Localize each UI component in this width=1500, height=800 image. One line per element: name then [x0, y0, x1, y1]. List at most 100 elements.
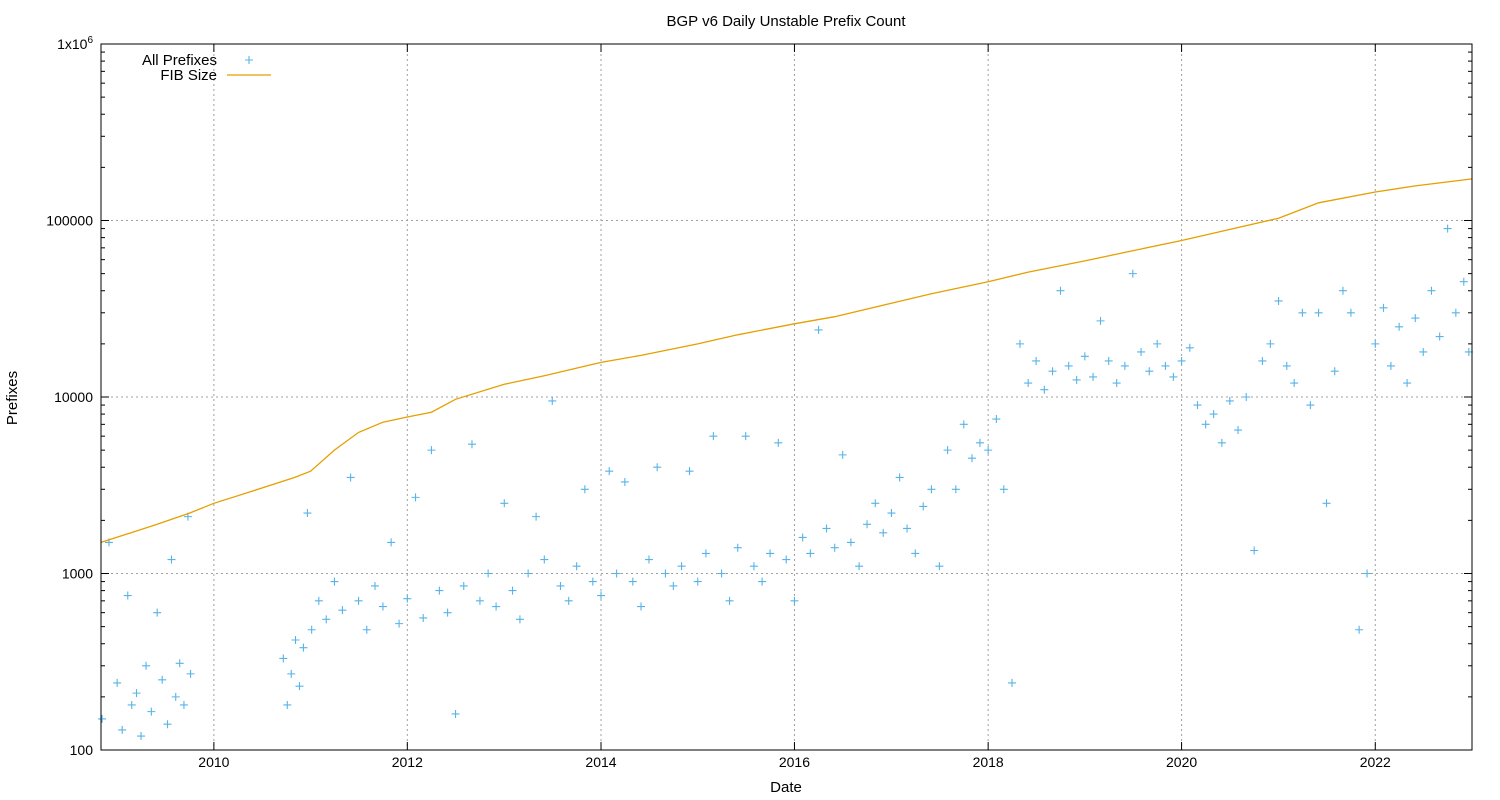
data-point	[1064, 361, 1073, 370]
data-point	[1056, 286, 1065, 295]
data-point	[163, 720, 172, 729]
data-point	[548, 396, 557, 405]
x-axis-label: Date	[770, 779, 802, 796]
data-point	[919, 502, 928, 511]
data-point	[935, 562, 944, 571]
data-point	[1137, 347, 1146, 356]
data-point	[1435, 332, 1444, 341]
data-point	[427, 446, 436, 455]
x-tick-label: 2020	[1166, 754, 1197, 770]
data-point	[1225, 396, 1234, 405]
data-point	[299, 643, 308, 652]
data-point	[303, 509, 312, 518]
data-point	[693, 577, 702, 586]
data-point	[443, 608, 452, 617]
data-point	[749, 562, 758, 571]
data-point	[411, 493, 420, 502]
data-point	[685, 467, 694, 476]
data-point	[370, 581, 379, 590]
data-point	[774, 438, 783, 447]
data-point	[1314, 308, 1323, 317]
grid-lines	[101, 43, 1472, 751]
data-point	[1274, 296, 1283, 305]
data-point	[153, 608, 162, 617]
data-point	[1120, 361, 1129, 370]
data-point	[419, 613, 428, 622]
data-point	[179, 700, 188, 709]
data-point	[798, 533, 807, 542]
data-point	[1201, 420, 1210, 429]
y-tick-label: 10000	[54, 389, 93, 405]
data-point	[992, 415, 1001, 424]
data-point	[911, 549, 920, 558]
data-point	[943, 446, 952, 455]
data-point	[1040, 385, 1049, 394]
data-point	[588, 577, 597, 586]
data-point	[1443, 224, 1452, 233]
data-point	[1290, 379, 1299, 388]
data-point	[147, 707, 156, 716]
data-point	[1411, 314, 1420, 323]
data-point	[158, 675, 167, 684]
data-point	[1403, 379, 1412, 388]
data-point	[1379, 303, 1388, 312]
y-tick-label: 1x106	[57, 35, 93, 52]
x-tick-label: 2022	[1360, 754, 1391, 770]
plot-frame	[100, 43, 1473, 751]
data-point	[1015, 339, 1024, 348]
data-point	[855, 562, 864, 571]
data-point	[532, 512, 541, 521]
data-point	[1451, 308, 1460, 317]
data-point	[1386, 361, 1395, 370]
data-point	[287, 669, 296, 678]
data-point	[1112, 379, 1121, 388]
data-point	[508, 586, 517, 595]
data-point	[620, 477, 629, 486]
data-point	[1395, 322, 1404, 331]
data-point	[307, 625, 316, 634]
data-point	[1234, 426, 1243, 435]
data-point	[295, 682, 304, 691]
data-point	[540, 555, 549, 564]
series-line-fib-size	[100, 178, 1473, 544]
data-point	[1427, 286, 1436, 295]
data-point	[733, 543, 742, 552]
data-point	[186, 669, 195, 678]
data-point	[975, 438, 984, 447]
data-point	[1363, 569, 1372, 578]
data-point	[1209, 410, 1218, 419]
plot-area	[98, 178, 1473, 741]
data-point	[395, 619, 404, 628]
data-point	[1346, 308, 1355, 317]
data-point	[484, 569, 493, 578]
data-point	[628, 577, 637, 586]
data-point	[1217, 438, 1226, 447]
data-point	[822, 524, 831, 533]
data-point	[1464, 347, 1473, 356]
data-point	[758, 577, 767, 586]
data-point	[895, 473, 904, 482]
legend-swatch-marker	[245, 56, 253, 64]
data-point	[1258, 356, 1267, 365]
data-point	[467, 440, 476, 449]
data-point	[1128, 269, 1137, 278]
data-point	[346, 473, 355, 482]
data-point	[167, 555, 176, 564]
data-point	[279, 654, 288, 663]
data-point	[1266, 339, 1275, 348]
data-point	[132, 689, 141, 698]
data-point	[500, 499, 509, 508]
data-point	[661, 569, 670, 578]
data-point	[435, 586, 444, 595]
data-point	[725, 596, 734, 605]
data-point	[871, 499, 880, 508]
data-point	[637, 602, 646, 611]
data-point	[717, 569, 726, 578]
data-point	[653, 463, 662, 472]
data-point	[1459, 277, 1468, 286]
data-point	[338, 606, 347, 615]
data-point	[863, 520, 872, 529]
data-point	[123, 591, 132, 600]
data-point	[1322, 499, 1331, 508]
